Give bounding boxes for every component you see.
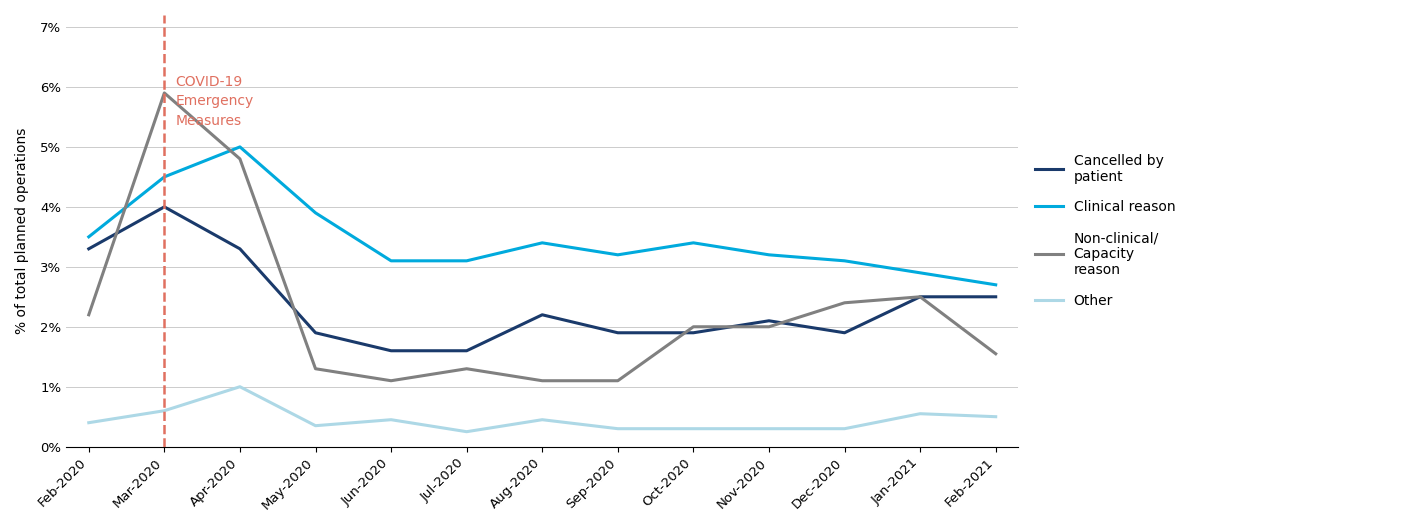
Line: Other: Other [88,387,995,432]
Cancelled by
patient [458,348,475,354]
Cancelled by
patient [836,329,852,336]
Clinical reason [231,144,248,150]
Clinical reason [458,258,475,264]
Non-clinical/
Capacity
reason [307,366,324,372]
Other [987,414,1004,420]
Non-clinical/
Capacity
reason [458,366,475,372]
Cancelled by
patient [307,329,324,336]
Clinical reason [987,281,1004,288]
Other [458,428,475,435]
Cancelled by
patient [534,311,551,318]
Cancelled by
patient [686,329,702,336]
Clinical reason [911,270,928,276]
Cancelled by
patient [383,348,400,354]
Cancelled by
patient [231,246,248,252]
Other [383,416,400,423]
Non-clinical/
Capacity
reason [911,294,928,300]
Clinical reason [836,258,852,264]
Line: Non-clinical/
Capacity
reason: Non-clinical/ Capacity reason [88,93,995,380]
Non-clinical/
Capacity
reason [80,311,97,318]
Clinical reason [156,174,172,180]
Other [80,419,97,426]
Non-clinical/
Capacity
reason [156,90,172,96]
Non-clinical/
Capacity
reason [987,350,1004,357]
Non-clinical/
Capacity
reason [231,156,248,162]
Other [836,425,852,432]
Other [307,423,324,429]
Non-clinical/
Capacity
reason [383,377,400,384]
Line: Clinical reason: Clinical reason [88,147,995,285]
Clinical reason [686,240,702,246]
Other [231,384,248,390]
Other [760,425,777,432]
Legend: Cancelled by
patient, Clinical reason, Non-clinical/
Capacity
reason, Other: Cancelled by patient, Clinical reason, N… [1035,153,1175,308]
Cancelled by
patient [610,329,627,336]
Clinical reason [610,252,627,258]
Cancelled by
patient [987,294,1004,300]
Non-clinical/
Capacity
reason [686,324,702,330]
Non-clinical/
Capacity
reason [610,377,627,384]
Y-axis label: % of total planned operations: % of total planned operations [15,128,29,334]
Clinical reason [307,210,324,216]
Other [534,416,551,423]
Clinical reason [534,240,551,246]
Cancelled by
patient [80,246,97,252]
Non-clinical/
Capacity
reason [760,324,777,330]
Other [610,425,627,432]
Text: COVID-19
Emergency
Measures: COVID-19 Emergency Measures [175,75,254,128]
Line: Cancelled by
patient: Cancelled by patient [88,207,995,351]
Clinical reason [760,252,777,258]
Clinical reason [80,233,97,240]
Other [686,425,702,432]
Cancelled by
patient [760,318,777,324]
Cancelled by
patient [911,294,928,300]
Other [911,411,928,417]
Other [156,407,172,414]
Clinical reason [383,258,400,264]
Non-clinical/
Capacity
reason [534,377,551,384]
Cancelled by
patient [156,204,172,210]
Non-clinical/
Capacity
reason [836,300,852,306]
